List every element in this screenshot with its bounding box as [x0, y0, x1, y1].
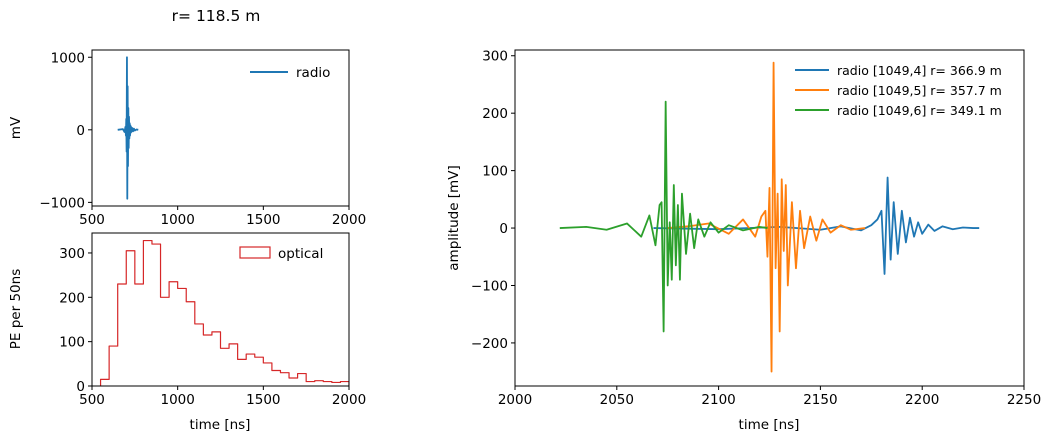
radio-large-axes: 2000 2050 2100 2150 2200 2250 −200 −100 0 100 200 3… — [446, 49, 1041, 433]
legend-entry: radio [1049,6] r= 349.1 m — [837, 103, 1002, 118]
radio-small-series-1 — [117, 56, 139, 200]
legend-entry: radio — [296, 65, 330, 81]
y-tick-label: 1000 — [51, 50, 85, 66]
y-tick-label: 200 — [482, 106, 508, 122]
legend-entry: optical — [278, 246, 323, 262]
x-tick-label: 1000 — [160, 212, 194, 228]
x-tick-label: 2200 — [905, 392, 939, 408]
radio-large-x-axis-label: time [ns] — [739, 417, 800, 433]
radio-large-y-axis-label: amplitude [mV] — [446, 165, 462, 270]
x-tick-label: 1500 — [246, 392, 280, 408]
radio-small-plot-area — [117, 56, 139, 200]
radio-large-series-1 — [653, 176, 980, 275]
radio-small-frame — [91, 49, 350, 207]
optical-frame — [91, 232, 350, 387]
radio-large-frame — [514, 49, 1025, 387]
y-tick-label: 300 — [59, 246, 85, 262]
legend-entry: radio [1049,4] r= 366.9 m — [837, 63, 1002, 78]
x-tick-label: 2250 — [1007, 392, 1041, 408]
radio-large-plot-area — [559, 61, 980, 373]
optical-plot-area — [99, 239, 349, 386]
y-tick-label: −1000 — [39, 195, 85, 211]
y-tick-label: 0 — [499, 221, 508, 237]
radio-small-y-axis-label: mV — [8, 116, 24, 139]
legend-entry: radio [1049,5] r= 357.7 m — [837, 83, 1002, 98]
x-tick-label: 2050 — [600, 392, 634, 408]
y-tick-label: 0 — [76, 123, 85, 139]
y-tick-label: −200 — [471, 336, 508, 352]
y-tick-label: 100 — [59, 335, 85, 351]
x-tick-label: 2000 — [332, 212, 366, 228]
y-tick-label: −100 — [471, 278, 508, 294]
x-tick-label: 500 — [79, 212, 105, 228]
radio-small-axes: 500 1000 1500 2000 −1000 0 1000 mV radio — [8, 49, 366, 228]
x-tick-label: 2000 — [498, 392, 532, 408]
x-tick-label: 2100 — [701, 392, 735, 408]
optical-series-1 — [99, 239, 349, 386]
y-tick-label: 0 — [76, 379, 85, 395]
figure-title: r= 118.5 m — [172, 7, 261, 25]
x-tick-label: 1000 — [160, 392, 194, 408]
optical-axes: 500 1000 1500 2000 0 100 200 300 time [ns] PE per… — [8, 232, 366, 433]
x-tick-label: 500 — [79, 392, 105, 408]
y-tick-label: 200 — [59, 290, 85, 306]
y-tick-label: 300 — [482, 49, 508, 65]
x-tick-label: 2150 — [803, 392, 837, 408]
y-tick-label: 100 — [482, 164, 508, 180]
optical-y-axis-label: PE per 50ns — [8, 269, 24, 349]
x-tick-label: 2000 — [332, 392, 366, 408]
radio-large-series-3 — [559, 100, 768, 333]
optical-x-axis-label: time [ns] — [190, 417, 251, 433]
x-tick-label: 1500 — [246, 212, 280, 228]
radio-large-series-2 — [667, 61, 866, 373]
legend-swatch — [239, 246, 271, 259]
